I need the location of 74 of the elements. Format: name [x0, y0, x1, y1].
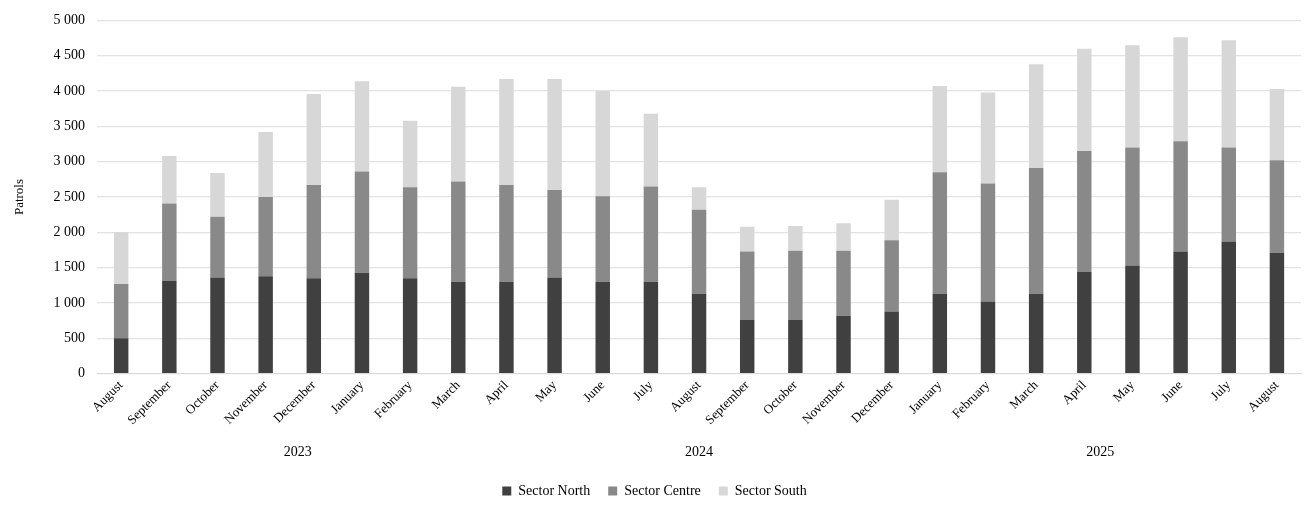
bar	[451, 281, 466, 374]
text: 2025	[1086, 443, 1115, 459]
bar	[643, 186, 659, 282]
bar	[1173, 251, 1188, 374]
y-tick-label: 2 000	[53, 224, 86, 240]
y-tick-label: 5 000	[53, 12, 86, 28]
bar	[1077, 151, 1092, 272]
x-tick-label: July	[629, 376, 656, 404]
y-axis-title: Patrols	[11, 178, 27, 216]
bar	[788, 250, 803, 320]
bar	[1028, 293, 1044, 374]
bar	[1125, 265, 1140, 374]
bar	[258, 197, 273, 277]
bar	[1173, 141, 1188, 252]
bar	[210, 216, 225, 278]
bar	[884, 240, 899, 312]
bar	[162, 203, 177, 282]
y-tick-label: 0	[78, 365, 86, 381]
y-tick-label: 500	[64, 330, 86, 346]
bar	[1125, 147, 1140, 266]
text: 2024	[685, 443, 714, 459]
bar	[739, 319, 755, 374]
bar	[1221, 241, 1236, 374]
bar	[739, 251, 755, 320]
text: 2023	[283, 443, 312, 459]
bar	[210, 277, 225, 374]
bar	[1269, 160, 1285, 253]
legend-label: Sector South	[734, 482, 807, 498]
bar	[1077, 271, 1092, 374]
x-tick-label: July	[1207, 376, 1234, 404]
bar	[595, 196, 610, 282]
bar	[113, 338, 129, 374]
x-tick-label: May	[1109, 376, 1138, 405]
x-tick-label: June	[579, 376, 608, 405]
bar	[499, 185, 514, 282]
bar	[595, 281, 610, 374]
bar	[547, 277, 562, 374]
x-tick-label: June	[1157, 376, 1186, 405]
bar	[980, 301, 996, 374]
y-tick-label: 4 500	[53, 47, 86, 63]
bar	[932, 293, 948, 374]
bar	[354, 272, 370, 374]
bar	[402, 187, 418, 279]
bar	[258, 276, 273, 374]
y-tick-label: 2 500	[53, 188, 86, 204]
y-tick-label: 3 500	[53, 118, 86, 134]
bar	[451, 181, 466, 282]
bar	[884, 311, 899, 374]
bar	[402, 278, 418, 374]
legend-label: Sector Centre	[624, 482, 701, 498]
bar	[691, 293, 707, 374]
x-tick-label: May	[531, 376, 560, 405]
bar	[306, 185, 322, 279]
bar	[1221, 147, 1236, 242]
bar	[1269, 252, 1285, 374]
bar	[162, 281, 177, 374]
bar	[643, 281, 659, 374]
bar	[691, 209, 707, 294]
bar	[354, 171, 370, 273]
bar	[306, 278, 322, 374]
y-tick-label: 1 000	[53, 294, 86, 310]
y-tick-label: 4 000	[53, 82, 86, 98]
bar	[932, 172, 948, 294]
y-tick-label: 3 000	[53, 153, 86, 169]
bar	[980, 183, 996, 302]
y-tick-label: 1 500	[53, 259, 86, 275]
bar	[499, 281, 514, 374]
bar	[836, 315, 851, 374]
bar	[788, 319, 803, 374]
bar	[1028, 168, 1044, 294]
bar	[113, 283, 129, 339]
bar	[547, 189, 562, 278]
legend-label: Sector North	[518, 482, 591, 498]
bar	[836, 250, 851, 316]
